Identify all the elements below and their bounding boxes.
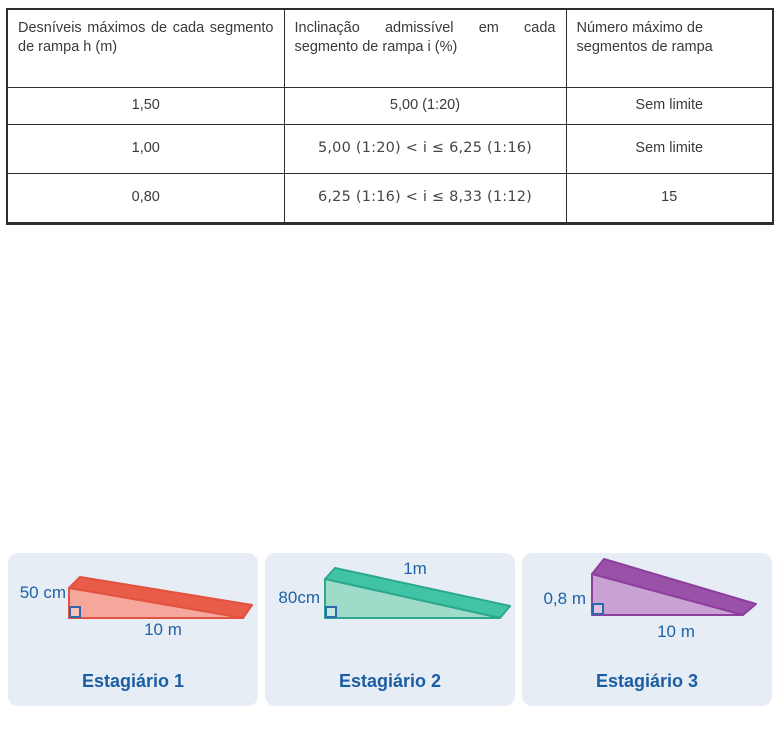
cell-inclinacao: 5,00 (1:20) < i ≤ 6,25 (1:16) (283, 123, 567, 174)
card-estagiario-3[interactable]: 0,8 m 10 m Estagiário 3 (522, 553, 772, 706)
card-title: Estagiário 3 (595, 671, 699, 691)
card-estagiario-2[interactable]: 80cm 1m Estagiário 2 (265, 553, 515, 706)
cell-desnivel: 1,50 (6, 86, 285, 125)
right-angle-icon (69, 606, 81, 618)
cell-desnivel: 0,80 (6, 172, 285, 224)
table-header-row: Desníveis máximos de cada segmento de ra… (6, 8, 774, 88)
ramp-specification-table: Desníveis máximos de cada segmento de ra… (6, 8, 774, 225)
ramp-front-face (591, 573, 744, 616)
table-row: 0,80 6,25 (1:16) < i ≤ 8,33 (1:12) 15 (6, 172, 774, 224)
card-title: Estagiário 1 (81, 671, 185, 691)
cell-inclinacao: 6,25 (1:16) < i ≤ 8,33 (1:12) (283, 172, 567, 224)
ramp-front-face (324, 578, 501, 619)
height-label: 50 cm (19, 583, 66, 602)
ramp-diagram-purple (591, 558, 757, 616)
base-label: 1m (403, 559, 427, 578)
estagiario-cards-row: 50 cm 10 m Estagiário 1 80cm 1m Estagiár… (8, 553, 772, 706)
right-angle-icon (592, 603, 604, 615)
ramp-front-face (68, 587, 244, 619)
base-label: 10 m (144, 620, 182, 639)
cell-inclinacao: 5,00 (1:20) (283, 86, 567, 125)
header-desniveis: Desníveis máximos de cada segmento de ra… (6, 8, 285, 88)
ramp-diagram-teal (324, 567, 511, 619)
cell-num-segmentos: Sem limite (565, 86, 774, 125)
card-title: Estagiário 2 (338, 671, 442, 691)
table-row: 1,50 5,00 (1:20) Sem limite (6, 86, 774, 125)
base-label: 10 m (657, 622, 695, 641)
header-numero-segmentos: Número máximo de segmentos de rampa (565, 8, 774, 88)
right-angle-icon (325, 606, 337, 618)
ramp-diagram-red (68, 576, 253, 619)
header-inclinacao: Inclinação admissível em cada segmento d… (283, 8, 567, 88)
table-row: 1,00 5,00 (1:20) < i ≤ 6,25 (1:16) Sem l… (6, 123, 774, 174)
cell-desnivel: 1,00 (6, 123, 285, 174)
height-label: 0,8 m (543, 589, 586, 608)
cell-num-segmentos: Sem limite (565, 123, 774, 174)
height-label: 80cm (278, 588, 320, 607)
cell-num-segmentos: 15 (565, 172, 774, 224)
card-estagiario-1[interactable]: 50 cm 10 m Estagiário 1 (8, 553, 258, 706)
